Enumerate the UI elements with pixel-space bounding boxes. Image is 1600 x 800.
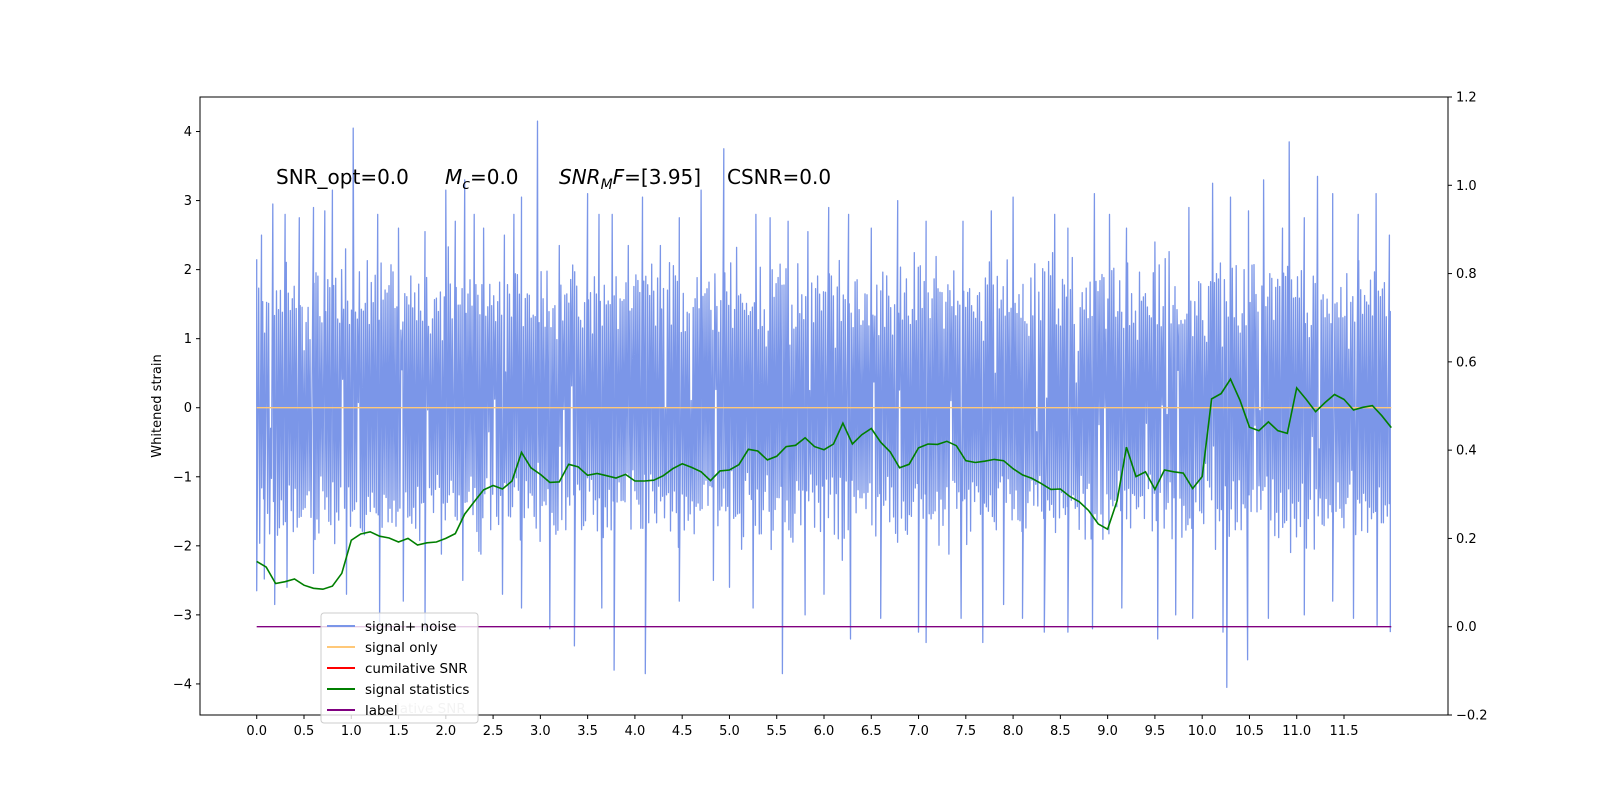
x-tick-label: 7.5 — [955, 724, 976, 739]
y2-tick-label: 0.4 — [1456, 444, 1477, 459]
x-tick-label: 7.0 — [908, 724, 929, 739]
x-tick-label: 6.0 — [814, 724, 835, 739]
x-tick-label: 3.0 — [530, 724, 551, 739]
x-tick-label: 10.0 — [1188, 724, 1217, 739]
y2-tick-label: 1.2 — [1456, 91, 1477, 106]
series-line-signal-statistics — [256, 377, 1392, 591]
y-axis-label: Whitened strain — [150, 354, 165, 457]
y-tick-label: −1 — [173, 470, 192, 485]
x-tick-label: 0.0 — [246, 724, 267, 739]
y2-tick-label: 1.0 — [1456, 179, 1477, 194]
x-tick-label: 9.0 — [1097, 724, 1118, 739]
annotation-text: CSNR=0.0 — [727, 165, 831, 189]
x-tick-label: 11.5 — [1330, 724, 1359, 739]
y-tick-label: 3 — [184, 194, 192, 209]
x-tick-label: 8.0 — [1003, 724, 1024, 739]
x-tick-label: 4.5 — [672, 724, 693, 739]
y-axis-left: 4 3 2 1 0 −1 −2 −3 −4 — [173, 125, 200, 692]
x-axis: 0.0 0.5 1.0 1.5 2.0 2.5 3.0 3.5 4.0 4.5 5.0 5.5 6.0 6… — [246, 715, 1358, 739]
y-tick-label: −2 — [173, 539, 192, 554]
legend-label: cumilative SNR — [365, 661, 468, 677]
x-tick-label: 0.5 — [294, 724, 315, 739]
y2-tick-label: −0.2 — [1456, 709, 1488, 724]
x-tick-label: 3.5 — [577, 724, 598, 739]
x-tick-label: 1.0 — [341, 724, 362, 739]
y-tick-label: 0 — [184, 401, 192, 416]
y-tick-label: −3 — [173, 608, 192, 623]
x-tick-label: 5.0 — [719, 724, 740, 739]
y-tick-label: 4 — [184, 125, 192, 140]
y2-tick-label: 0.2 — [1456, 532, 1477, 547]
y2-tick-label: 0.6 — [1456, 355, 1477, 370]
legend-label: signal only — [365, 640, 438, 656]
legend-label: signal+ noise — [365, 619, 456, 635]
legend-label: label — [365, 703, 398, 719]
y2-tick-label: 0.0 — [1456, 620, 1477, 635]
x-tick-label: 4.0 — [625, 724, 646, 739]
y-tick-label: −4 — [173, 677, 192, 692]
x-tick-label: 1.5 — [388, 724, 409, 739]
x-tick-label: 9.5 — [1145, 724, 1166, 739]
y-tick-label: 1 — [184, 332, 192, 347]
x-tick-label: 2.0 — [435, 724, 456, 739]
annotation-text: SNR_opt=0.0 — [276, 165, 409, 189]
x-tick-label: 11.0 — [1282, 724, 1311, 739]
x-tick-label: 5.5 — [766, 724, 787, 739]
x-tick-label: 2.5 — [483, 724, 504, 739]
y2-tick-label: 0.8 — [1456, 267, 1477, 282]
snr-annotations: SNR_opt=0.0 Mc=0.0 SNRMF=[3.95] CSNR=0.0 — [276, 165, 831, 193]
series-line-signal-noise — [256, 120, 1391, 689]
x-tick-label: 10.5 — [1235, 724, 1264, 739]
y-axis-right: 1.2 1.0 0.8 0.6 0.4 0.2 0.0 −0.2 — [1448, 91, 1488, 724]
legend-box — [320, 612, 479, 724]
x-tick-label: 6.5 — [861, 724, 882, 739]
annotation-text: SNRMF=[3.95] — [559, 165, 701, 193]
annotation-text: Mc=0.0 — [445, 165, 519, 193]
legend-label: signal statistics — [365, 682, 469, 698]
y-tick-label: 2 — [184, 263, 192, 278]
x-tick-label: 8.5 — [1050, 724, 1071, 739]
